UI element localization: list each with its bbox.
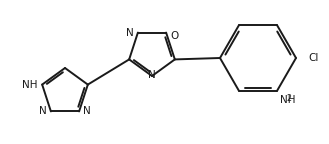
Text: NH: NH <box>280 95 295 105</box>
Text: N: N <box>83 106 91 116</box>
Text: N: N <box>126 28 134 38</box>
Text: Cl: Cl <box>309 53 319 63</box>
Text: N: N <box>148 70 156 80</box>
Text: NH: NH <box>22 80 37 90</box>
Text: 2: 2 <box>287 94 292 103</box>
Text: O: O <box>170 31 178 41</box>
Text: N: N <box>39 106 47 116</box>
